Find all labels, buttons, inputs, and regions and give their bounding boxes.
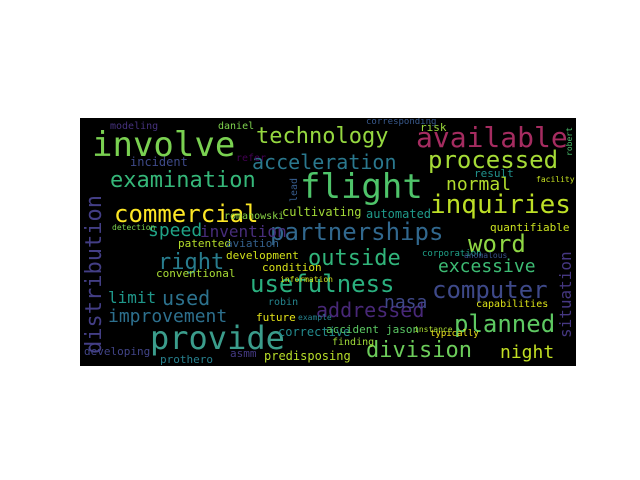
word-prothero: prothero	[160, 353, 213, 366]
word-daniel: daniel	[218, 121, 255, 132]
word-information: information	[280, 275, 333, 284]
word-corrective: corrective	[278, 325, 351, 339]
word-technology: technology	[256, 124, 389, 149]
word-accident: accident	[326, 323, 379, 336]
word-aviation: aviation	[226, 237, 279, 250]
word-romanowski: romanowski	[224, 211, 285, 222]
word-normal: normal	[446, 174, 512, 195]
word-result: result	[474, 167, 514, 180]
word-speed: speed	[148, 220, 203, 241]
word-developing: developing	[84, 345, 151, 358]
word-robert: robert	[565, 127, 574, 156]
word-example: example	[298, 313, 332, 322]
word-outside: outside	[308, 246, 401, 271]
word-planned: planned	[454, 310, 556, 338]
word-risk: risk	[420, 121, 447, 134]
word-distribution: distribution	[82, 195, 107, 354]
word-refer: refer	[236, 153, 267, 164]
word-acceleration: acceleration	[252, 150, 397, 174]
word-improvement: improvement	[108, 306, 228, 327]
word-flight: flight	[300, 167, 423, 207]
word-incident: incident	[130, 155, 188, 169]
word-instance: instance	[414, 325, 453, 334]
word-available: available	[416, 121, 568, 154]
word-automated: automated	[366, 207, 432, 221]
word-right: right	[158, 250, 225, 275]
word-situation: situation	[556, 251, 575, 338]
word-night: night	[500, 342, 555, 363]
word-lead: lead	[289, 177, 300, 202]
word-nasa: nasa	[384, 292, 428, 313]
word-facility: facility	[536, 175, 575, 184]
word-provide: provide	[150, 319, 285, 357]
word-condition: condition	[262, 261, 322, 274]
word-usefulness: usefulness	[250, 270, 395, 298]
word-anomalous: anomalous	[464, 251, 508, 260]
word-robin: robin	[268, 297, 299, 308]
word-word: word	[468, 230, 526, 258]
word-future: future	[256, 311, 296, 324]
word-used: used	[162, 286, 211, 310]
word-detection: detection	[112, 223, 156, 232]
word-patented: patented	[178, 237, 231, 250]
word-commercial: commercial	[114, 200, 259, 228]
word-development: development	[226, 249, 299, 262]
word-limit: limit	[108, 288, 157, 307]
word-jason: jason	[386, 323, 420, 336]
word-predisposing: predisposing	[264, 349, 351, 363]
word-corresponding: corresponding	[366, 118, 437, 127]
word-asmm: asmm	[230, 347, 257, 360]
word-invention: invention	[200, 222, 287, 241]
word-capabilities: capabilities	[476, 299, 549, 310]
word-inquiries: inquiries	[430, 190, 571, 220]
word-cultivating: cultivating	[282, 205, 362, 219]
word-division: division	[366, 338, 472, 363]
word-finding: finding	[332, 337, 375, 348]
word-cloud: flight involve provide technology availa…	[80, 118, 576, 366]
word-examination: examination	[110, 168, 256, 193]
word-partnerships: partnerships	[270, 218, 444, 246]
word-addressed: addressed	[316, 298, 425, 322]
word-excessive: excessive	[438, 256, 536, 277]
word-typically: typically	[430, 329, 479, 339]
word-involve: involve	[92, 125, 236, 165]
word-modeling: modeling	[110, 121, 159, 132]
word-processed: processed	[428, 146, 559, 174]
word-quantifiable: quantifiable	[490, 221, 570, 234]
word-computer: computer	[432, 276, 548, 304]
word-corporation: corporation	[422, 249, 482, 259]
word-conventional: conventional	[156, 267, 236, 280]
